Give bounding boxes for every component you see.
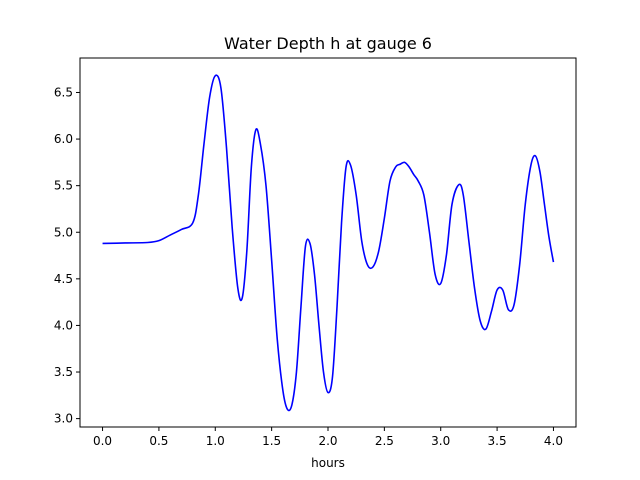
chart-title: Water Depth h at gauge 6 <box>224 34 432 53</box>
x-tick-label: 1.5 <box>262 434 281 448</box>
plot-area: 0.0 0.5 1.0 1.5 2.0 2.5 3.0 3.5 4.0 3.0 3.5 4.0 4.5 5… <box>54 57 577 448</box>
x-tick-label: 3.0 <box>431 434 450 448</box>
series-line-0 <box>102 74 555 412</box>
x-tick-label: 4.0 <box>544 434 563 448</box>
x-tick-label: 1.0 <box>206 434 225 448</box>
y-tick-label: 6.0 <box>54 132 73 146</box>
x-tick-label: 2.0 <box>318 434 337 448</box>
x-tick-label: 0.5 <box>149 434 168 448</box>
y-tick-label: 5.0 <box>54 225 73 239</box>
x-tick-label: 0.0 <box>93 434 112 448</box>
y-tick-label: 6.5 <box>54 85 73 99</box>
y-tick-label: 4.0 <box>54 318 73 332</box>
y-tick-label: 3.5 <box>54 365 73 379</box>
y-tick-label: 4.5 <box>54 272 73 286</box>
y-tick-label: 5.5 <box>54 179 73 193</box>
x-tick-label: 2.5 <box>375 434 394 448</box>
y-tick-label: 3.0 <box>54 412 73 426</box>
x-axis-label: hours <box>311 456 345 470</box>
x-tick-label: 3.5 <box>488 434 507 448</box>
